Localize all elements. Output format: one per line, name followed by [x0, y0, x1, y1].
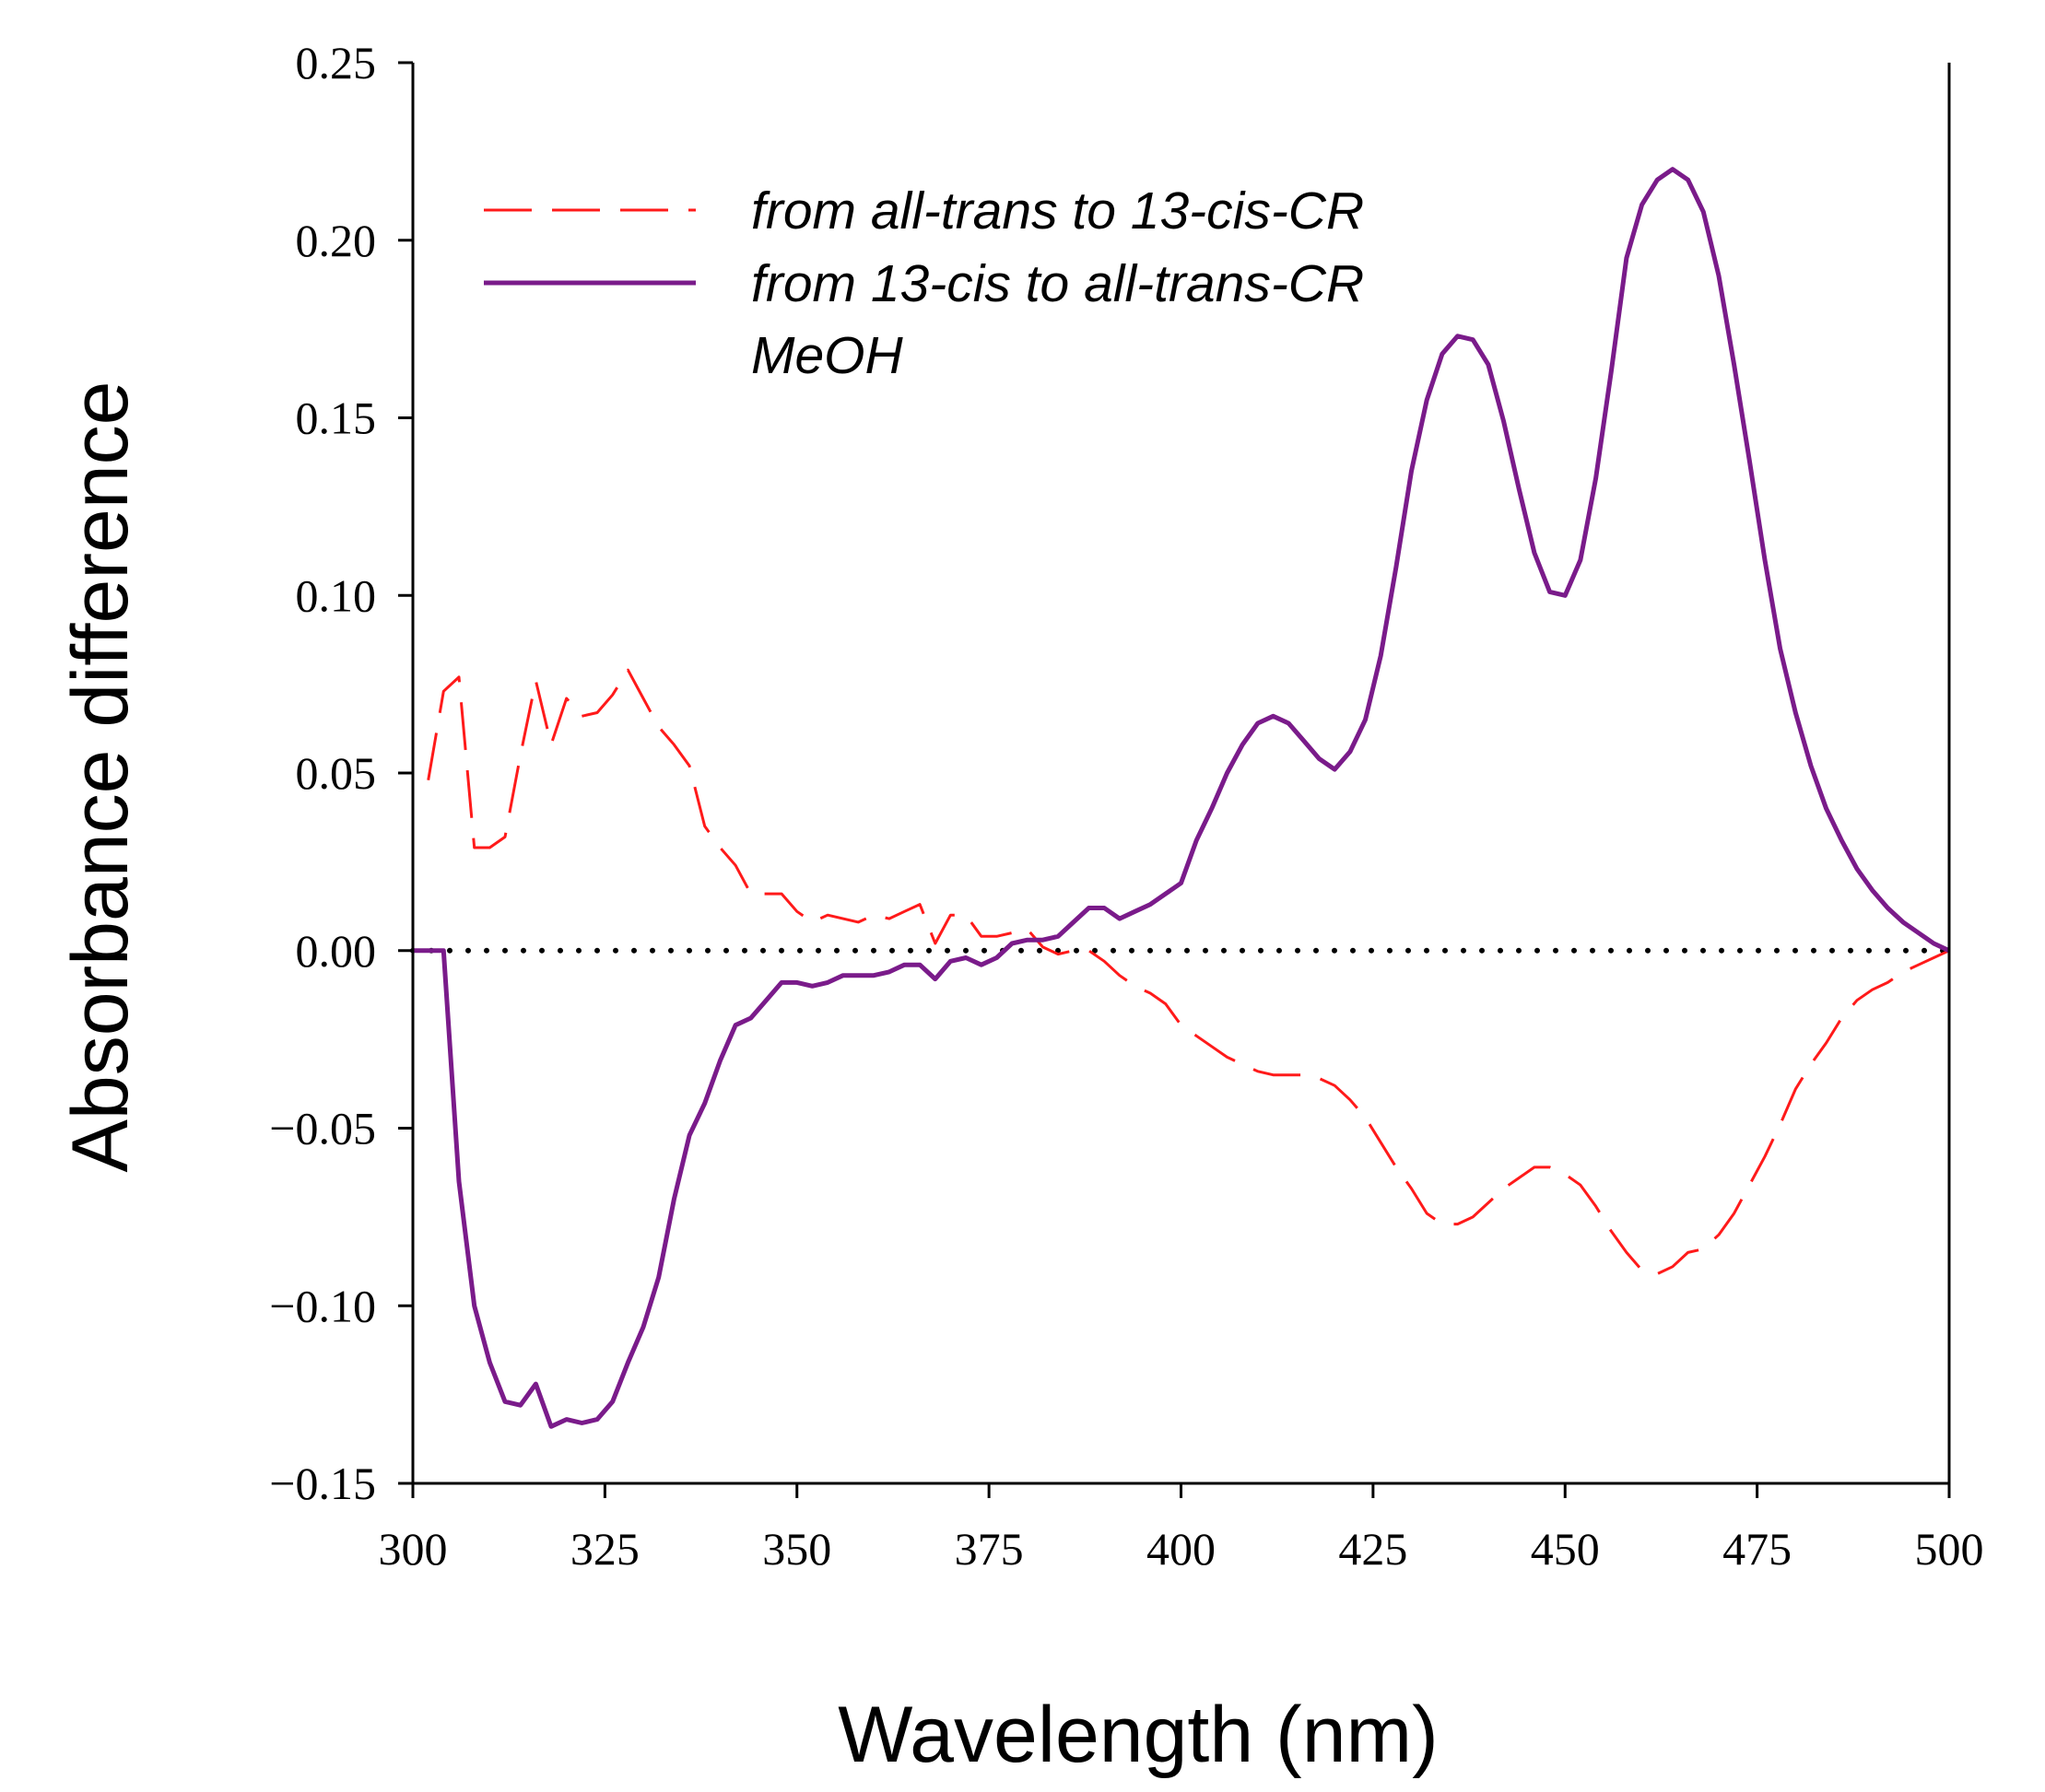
series-group [413, 167, 1951, 1429]
x-tick-group: 300 325 350 375 400 425 450 475 500 [379, 1483, 1984, 1575]
series-line-2 [413, 167, 1951, 1429]
x-tick-label: 300 [379, 1523, 448, 1575]
x-axis-title: Wavelength (nm) [838, 1691, 1439, 1779]
legend-solvent-note: MeOH [751, 326, 904, 385]
y-tick-label: 0.15 [296, 392, 377, 444]
y-tick-label: −0.10 [269, 1280, 376, 1331]
x-tick-label: 375 [955, 1523, 1024, 1575]
y-tick-label: 0.25 [296, 37, 377, 88]
x-tick-label: 500 [1915, 1523, 1984, 1575]
series-line-1 [427, 668, 1950, 1276]
y-tick-label: 0.00 [296, 925, 377, 977]
y-tick-group: −0.15 −0.10 −0.05 0.00 0.05 0.10 0.15 0.20 0.25 [269, 37, 413, 1509]
x-tick-label: 400 [1146, 1523, 1216, 1575]
y-tick-label: −0.05 [269, 1103, 376, 1154]
x-tick-label: 475 [1722, 1523, 1792, 1575]
legend-label-2: from 13-cis to all-trans-CR [751, 254, 1364, 313]
y-tick-label: 0.10 [296, 569, 377, 621]
legend-label-1: from all-trans to 13-cis-CR [751, 182, 1364, 240]
legend: from all-trans to 13-cis-CR from 13-cis t… [484, 182, 1364, 385]
y-tick-label: −0.15 [269, 1458, 376, 1509]
x-tick-label: 350 [762, 1523, 831, 1575]
y-tick-label: 0.05 [296, 747, 377, 799]
x-tick-label: 450 [1531, 1523, 1600, 1575]
y-tick-label: 0.20 [296, 215, 377, 266]
y-axis-title: Absorbance difference [56, 381, 145, 1173]
x-tick-label: 425 [1338, 1523, 1407, 1575]
x-tick-label: 325 [570, 1523, 640, 1575]
